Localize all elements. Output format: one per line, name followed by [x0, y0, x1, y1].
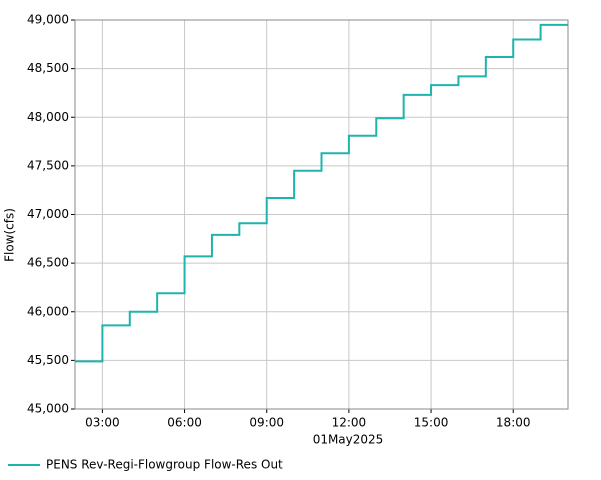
- y-tick-label: 47,000: [27, 207, 69, 221]
- y-tick-label: 49,000: [27, 13, 69, 27]
- y-tick-label: 45,000: [27, 402, 69, 416]
- y-tick-label: 45,500: [27, 353, 69, 367]
- y-tick-label: 48,000: [27, 110, 69, 124]
- x-axis-label: 01May2025: [313, 433, 384, 447]
- y-tick-label: 47,500: [27, 158, 69, 172]
- x-tick-label: 15:00: [414, 416, 449, 430]
- x-tick-label: 06:00: [167, 416, 202, 430]
- x-tick-label: 09:00: [249, 416, 284, 430]
- y-tick-label: 48,500: [27, 61, 69, 75]
- data-line: [75, 23, 568, 363]
- x-tick-label: 18:00: [496, 416, 531, 430]
- legend-label: PENS Rev-Regi-Flowgroup Flow-Res Out: [46, 458, 283, 472]
- y-tick-label: 46,000: [27, 304, 69, 318]
- x-tick-label: 03:00: [85, 416, 120, 430]
- x-tick-label: 12:00: [332, 416, 367, 430]
- plot-frame: [74, 19, 569, 410]
- y-tick-label: 46,500: [27, 256, 69, 270]
- y-axis-label: Flow(cfs): [3, 208, 17, 262]
